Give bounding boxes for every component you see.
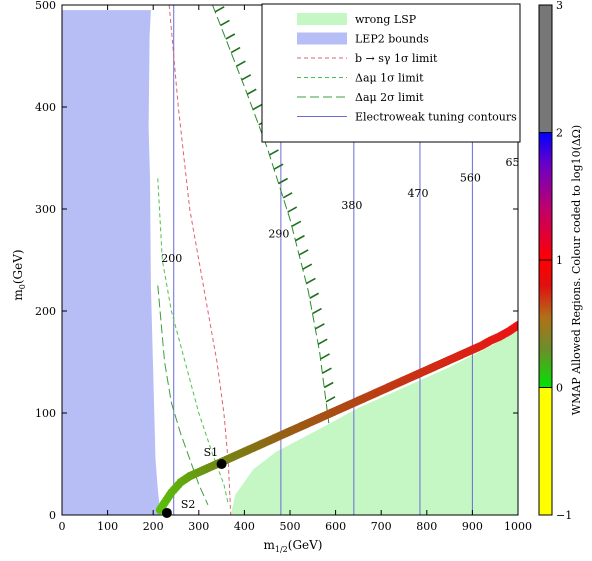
hatch-tick [325,396,336,403]
x-tick-label: 900 [462,520,483,533]
colorbar-band [539,260,552,388]
hatch-tick [317,338,328,345]
hatch-tick [230,46,241,54]
x-tick-label: 200 [143,520,164,533]
g2-2sigma-limit-curve [157,285,209,506]
y-tick-label: 100 [35,407,56,420]
colorbar-band [539,387,552,515]
hatch-tick [309,292,320,299]
hatch-tick [306,277,316,285]
colorbar-tick-label: 3 [556,0,563,12]
colorbar-label: WMAP Allowed Regions. Colour coded to lo… [570,125,583,415]
ewt-contour-label-290: 290 [268,228,289,241]
hatch-tick [298,249,309,256]
legend-label: Δaμ 2σ limit [355,91,424,104]
hatch-tick [225,33,236,40]
g2-1sigma-limit-curve [157,178,229,505]
colorbar-tick-label: −1 [556,509,572,522]
y-tick-label: 400 [35,101,56,114]
hatch-tick [278,177,288,185]
legend-swatch [297,32,347,45]
hatch-tick [252,103,263,111]
hatched-boundary-curve [212,5,330,424]
benchmark-label-s1: S1 [204,446,219,459]
legend-swatch [297,13,347,25]
hatch-tick [302,263,313,270]
ewt-contour-label-200: 200 [161,252,182,265]
hatch-tick [246,88,257,95]
y-tick-label: 500 [35,0,56,12]
colorbar-band [539,5,552,133]
hatch-tick [241,74,252,81]
legend-box [261,3,521,143]
y-tick-label: 200 [35,305,56,318]
hatch-tick [323,381,334,389]
hatch-tick [312,307,322,315]
colorbar-tick-label: 2 [556,127,563,140]
y-axis-label: m0(GeV) [11,249,27,300]
hatch-tick [269,149,279,156]
ewt-contour-label-470: 470 [407,187,428,200]
hatch-tick [220,19,230,27]
hatch-tick [214,6,225,13]
y-tick-label: 0 [49,509,56,522]
hatch-tick [314,323,325,330]
legend: wrong LSP LEP2 bounds b → sγ 1σ limit Δaμ 1… [261,3,521,143]
benchmark-label-s2: S2 [181,498,196,511]
wrong-lsp-region [230,326,518,515]
ewt-contour-label-560: 560 [460,171,481,184]
x-tick-label: 500 [280,520,301,533]
hatch-tick [321,367,332,374]
legend-label: Electroweak tuning contours [355,111,517,124]
colorbar-tick-label: 0 [556,382,563,395]
lep2-excluded-region [62,10,162,515]
benchmark-s1 [216,459,227,469]
hatch-tick [273,163,284,170]
x-tick-label: 100 [97,520,118,533]
x-tick-label: 800 [416,520,437,533]
colorbar-tick-label: 1 [556,254,563,267]
ewt-contour-label-380: 380 [341,199,362,212]
hatch-tick [282,192,293,199]
hatch-tick [291,220,302,228]
y-tick-label: 300 [35,203,56,216]
bsgamma-limit-curve [168,5,232,515]
x-tick-label: 400 [234,520,255,533]
hatch-tick [236,60,246,67]
colorbar-band [539,132,552,260]
legend-label: Δaμ 1σ limit [355,72,424,85]
hatch-tick [320,353,330,360]
legend-label: LEP2 bounds [355,33,429,46]
x-axis-label: m1/2(GeV) [264,538,323,554]
hatch-tick [295,234,305,242]
ewt-contour-label-650: 650 [506,156,527,169]
benchmark-s2 [161,507,172,518]
wmap-point [513,321,518,330]
x-tick-label: 600 [325,520,346,533]
x-tick-label: 300 [188,520,209,533]
colorbar: −1 0 1 2 3 [538,0,572,522]
x-tick-label: 0 [59,520,66,533]
x-tick-label: 1000 [504,520,532,533]
x-tick-label: 700 [371,520,392,533]
legend-label: wrong LSP [355,13,417,26]
legend-label: b → sγ 1σ limit [355,52,438,65]
hatch-tick [287,206,298,213]
